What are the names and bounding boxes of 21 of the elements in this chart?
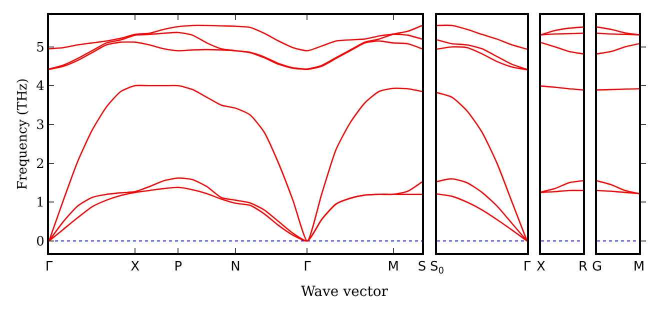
x-tick-label: G [592,260,602,275]
x-tick-label: R [578,260,588,275]
y-tick-label: 1 [36,196,44,211]
x-tick-label: X [536,260,546,275]
y-tick-label: 2 [36,156,44,172]
x-tick-label: Γ [304,260,312,275]
x-tick-label: X [130,260,140,275]
x-tick-label: S$_{0}$ [430,260,444,276]
x-tick-label: Γ [45,260,54,275]
y-tick-label: 3 [36,118,44,134]
x-tick-label: N [230,260,240,275]
x-tick-label: S [418,260,426,275]
x-tick-label: M [388,260,399,275]
x-tick-label: P [174,260,182,275]
x-tick-label: M [633,260,645,275]
y-tick-label: 4 [36,79,44,94]
y-tick-label: 5 [36,40,44,56]
x-tick-label: Γ [523,260,532,275]
x-axis-title: Wave vector [301,284,388,300]
y-tick-label: 0 [36,234,44,250]
y-axis-title: Frequency (THz) [16,78,31,190]
